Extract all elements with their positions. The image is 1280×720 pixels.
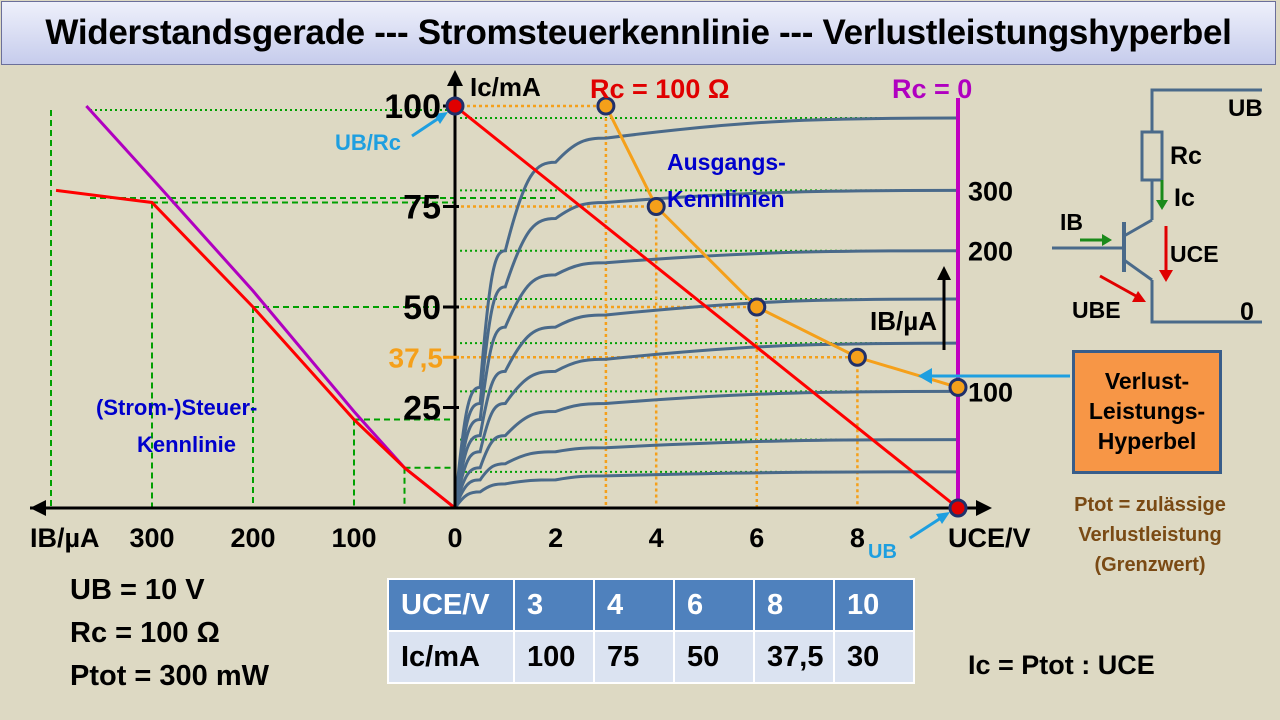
control-curve-label-2: Kennlinie [137, 432, 236, 457]
transistor-emitter [1123, 258, 1153, 282]
y-tick-label: 25 [403, 390, 441, 428]
y-tick-label: 75 [403, 189, 441, 227]
ib-curve-label: 300 [968, 176, 1013, 206]
table-header-row: UCE/V 3 4 6 8 10 [387, 578, 915, 632]
circuit-ib-label: IB [1060, 209, 1083, 235]
circuit-ub-label: UB [1228, 95, 1263, 122]
hyperbola-point [646, 197, 666, 216]
y-tick-label-highlight: 37,5 [389, 342, 444, 373]
table-cell: 8 [753, 578, 835, 632]
table-cell: 10 [833, 578, 915, 632]
output-curve-5 [453, 297, 959, 509]
ub-rc-arrowhead [434, 112, 448, 124]
ub-arrow [909, 514, 945, 540]
circuit-bottom-wire [1150, 280, 1262, 324]
x-tick-label: 8 [850, 523, 865, 553]
uce-arrowhead [1159, 270, 1173, 282]
table-cell: 50 [673, 630, 755, 684]
x-tick-label: 6 [749, 523, 764, 553]
circuit-ic-label: Ic [1174, 184, 1195, 212]
x-tick-label: 2 [548, 523, 563, 553]
output-curve-2 [453, 438, 959, 509]
text-layer: 25 50 75 100 37,5 0 2 4 6 8 300 200 100 300 200 100 Ic/m… [30, 72, 1031, 563]
ib-up-label: IB/µA [870, 306, 937, 336]
table-cell: 3 [513, 578, 595, 632]
table-cell: 37,5 [753, 630, 835, 684]
ube-arrow [1099, 274, 1137, 298]
uce-axis-label: UCE/V [948, 523, 1031, 553]
title-bar: Widerstandsgerade --- Stromsteuerkennlin… [1, 1, 1276, 65]
table-cell: 30 [833, 630, 915, 684]
control-curve-label-1: (Strom-)Steuer- [96, 395, 257, 420]
circuit-diagram: UB Rc Ic IB UCE UBE 0 [1052, 88, 1263, 326]
ptot-note: Ptot = zulässige Verlustleistung (Grenzw… [1074, 494, 1226, 576]
grid-layer [50, 104, 958, 508]
circuit-ube-label: UBE [1072, 297, 1121, 323]
y-tick-label: 50 [403, 289, 441, 327]
ic-axis-label: Ic/mA [470, 72, 541, 102]
formula: Ic = Ptot : UCE [968, 650, 1155, 680]
resistor-rc [1140, 130, 1164, 182]
table-cell: 100 [513, 630, 595, 684]
x-axis-arrow-right [976, 500, 992, 516]
load-point-bottom [948, 498, 968, 518]
circuit-uce-label: UCE [1170, 241, 1219, 267]
output-curve-3 [453, 389, 959, 509]
output-curve-4 [453, 341, 959, 509]
ib-arrowhead [1102, 234, 1112, 246]
load-point-top [445, 96, 465, 116]
ube-arrowhead [1132, 291, 1146, 302]
circuit-zero-label: 0 [1240, 298, 1254, 326]
ub-arrowhead [936, 512, 950, 524]
ub-rc-arrow [411, 114, 443, 138]
table-row: Ic/mA 100 75 50 37,5 30 [387, 630, 915, 684]
circuit-rc-label: Rc [1170, 142, 1202, 170]
page-title: Widerstandsgerade --- Stromsteuerkennlin… [45, 13, 1232, 52]
output-curves-label-1: Ausgangs- [667, 149, 786, 175]
marker-layer [411, 96, 1070, 540]
param-rc: Rc = 100 Ω [70, 617, 220, 649]
output-curve-1 [453, 470, 959, 509]
ic-arrowhead [1156, 200, 1168, 210]
ib-curve-label: 200 [968, 237, 1013, 267]
rc-zero-label: Rc = 0 [892, 74, 972, 104]
param-ptot: Ptot = 300 mW [70, 660, 270, 692]
y-axis-arrow [447, 70, 463, 86]
ib-tick-label: 100 [331, 523, 376, 553]
hyperbola-point [948, 377, 968, 397]
transistor-collector [1123, 218, 1153, 238]
ib-curve-label: 100 [968, 377, 1013, 407]
ib-tick-label: 300 [129, 523, 174, 553]
load-line [454, 104, 959, 510]
output-curve-6 [453, 249, 959, 509]
hyperbola-point [747, 297, 767, 317]
table-cell: 6 [673, 578, 755, 632]
x-tick-label: 0 [447, 523, 462, 553]
ib-tick-label: 200 [230, 523, 275, 553]
x-tick-label: 4 [649, 523, 664, 553]
ib-axis-label: IB/µA [30, 523, 100, 553]
table-cell: 4 [593, 578, 675, 632]
hyperbel-box: Verlust- Leistungs- Hyperbel [1072, 350, 1222, 474]
hyperbel-arrowhead [918, 368, 932, 384]
ub-label: UB [868, 541, 897, 563]
x-axis-arrow-left [30, 500, 46, 516]
hyperbel-label: Verlust- Leistungs- Hyperbel [1088, 368, 1206, 454]
hyperbola-point [847, 347, 867, 367]
param-ub: UB = 10 V [70, 574, 205, 606]
output-curve-7 [453, 188, 959, 509]
ub-rc-label: UB/Rc [335, 130, 401, 155]
table-cell: 75 [593, 630, 675, 684]
y-tick-label: 100 [384, 88, 441, 126]
circuit-top-wire [1150, 88, 1262, 132]
table-cell: Ic/mA [387, 630, 515, 684]
rc-line-label: Rc = 100 Ω [590, 74, 729, 104]
hyperbola-point [596, 96, 616, 116]
control-curve [55, 188, 456, 510]
table-cell: UCE/V [387, 578, 515, 632]
ib-up-arrow-head [937, 266, 951, 280]
output-curves-label-2: Kennlinien [667, 186, 785, 212]
value-table: UCE/V 3 4 6 8 10 Ic/mA 100 75 50 37,5 30 [387, 578, 915, 684]
